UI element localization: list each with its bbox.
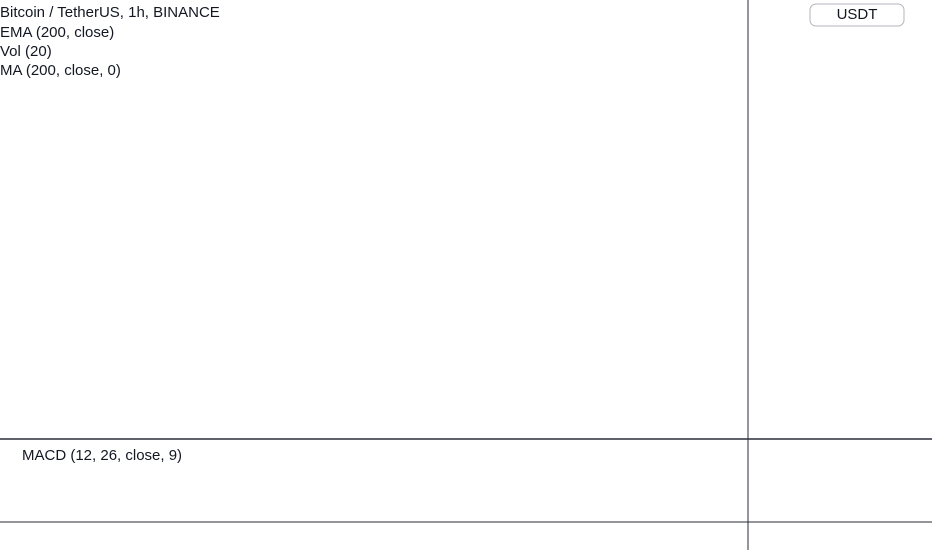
indicator-label: EMA (200, close): [0, 24, 114, 41]
currency-badge[interactable]: [809, 3, 905, 27]
indicator-label: Vol (20): [0, 43, 52, 60]
currency-label: USDT: [837, 6, 878, 23]
indicator-label: MA (200, close, 0): [0, 62, 121, 79]
chart-title: Bitcoin / TetherUS, 1h, BINANCE: [0, 4, 220, 21]
macd-title: MACD (12, 26, close, 9): [22, 447, 182, 464]
